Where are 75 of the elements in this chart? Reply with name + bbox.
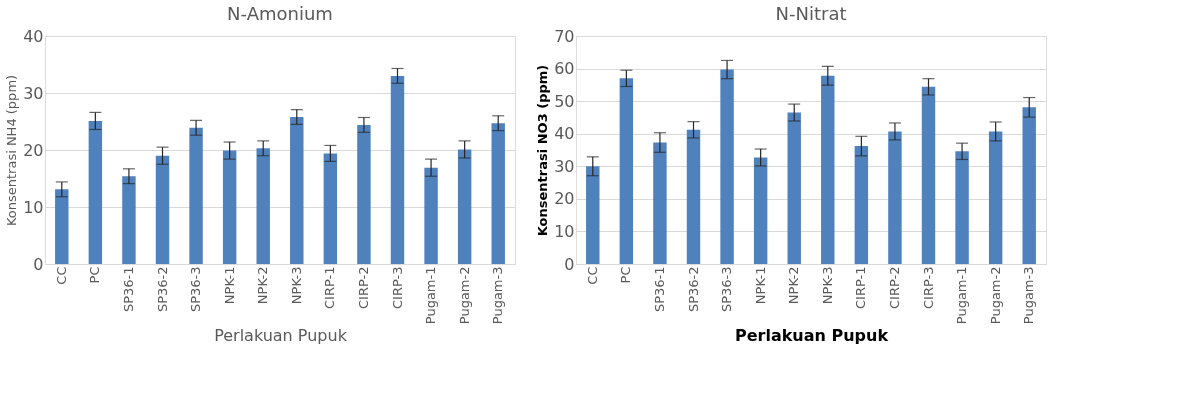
bar [921,86,936,264]
bar [357,124,371,264]
x-tick-label: NPK-3 [819,266,835,305]
y-tick-label: 20 [554,189,575,209]
y-tick-label: 0 [33,254,44,274]
x-tick-label: Pugam-1 [423,266,439,325]
bar [720,69,734,264]
y-tick-label: 40 [23,26,44,46]
x-tick-label: CC [53,266,69,285]
x-tick-label: SP36-3 [188,266,204,313]
x-tick-label: Pugam-2 [987,266,1003,325]
x-tick-label: Pugam-2 [456,266,472,325]
y-tick-label: 0 [564,254,575,274]
x-tick-label: Pugam-3 [490,266,506,325]
y-axis-title: Konsentrasi NO3 (ppm) [535,64,551,237]
chart-title: N-Nitrat [775,3,847,24]
x-axis-title: Perlakuan Pupuk [734,326,889,346]
x-tick-label: PC [87,266,103,284]
y-tick-label: 10 [23,197,44,217]
x-tick-label: CC [584,266,600,285]
x-tick-label: CIRP-3 [389,266,405,309]
bar [390,75,405,264]
bar [222,150,237,264]
bar [88,120,103,264]
bar [1022,107,1036,264]
bar [619,78,634,264]
x-tick-label: PC [618,266,634,284]
bar [854,146,869,264]
bar [256,148,270,264]
x-tick-label: CIRP-2 [886,266,902,309]
x-tick-label: NPK-3 [288,266,304,305]
x-tick-label: Pugam-1 [954,266,970,325]
bar [155,155,170,264]
bar [988,131,1003,264]
x-tick-label: SP36-2 [685,266,701,313]
x-tick-label: CIRP-3 [920,266,936,309]
bar [323,153,338,264]
bar [491,123,505,264]
bar [787,112,801,264]
x-tick-label: CIRP-2 [355,266,371,309]
bar [55,189,69,264]
x-tick-label: NPK-1 [752,266,768,305]
bar [955,151,969,264]
bar [457,149,472,264]
y-axis-title: Konsentrasi NH4 (ppm) [4,74,20,227]
y-tick-label: 40 [554,124,575,144]
y-tick-label: 50 [554,91,575,111]
x-tick-label: Pugam-3 [1021,266,1037,325]
y-tick-label: 60 [554,59,575,79]
bar [821,75,835,264]
bar [653,142,667,264]
x-axis-title: Perlakuan Pupuk [214,326,348,346]
bar [686,129,701,264]
bar [189,127,203,264]
x-tick-label: NPK-2 [255,266,271,305]
bar [888,131,902,264]
bar [122,176,136,264]
y-tick-label: 10 [554,221,575,241]
x-tick-label: SP36-1 [651,266,667,313]
y-tick-label: 30 [554,156,575,176]
bar [424,167,438,264]
x-tick-label: NPK-1 [221,266,237,305]
bar [586,166,600,264]
bar [290,116,304,264]
y-tick-label: 70 [554,26,575,46]
y-tick-label: 30 [23,83,44,103]
y-tick-label: 20 [23,140,44,160]
x-tick-label: SP36-1 [120,266,136,313]
x-tick-label: SP36-3 [719,266,735,313]
x-tick-label: SP36-2 [154,266,170,313]
x-tick-label: CIRP-1 [853,266,869,309]
chart-title: N-Amonium [227,3,333,24]
bar [753,157,768,264]
x-tick-label: CIRP-1 [322,266,338,309]
x-tick-label: NPK-2 [786,266,802,305]
